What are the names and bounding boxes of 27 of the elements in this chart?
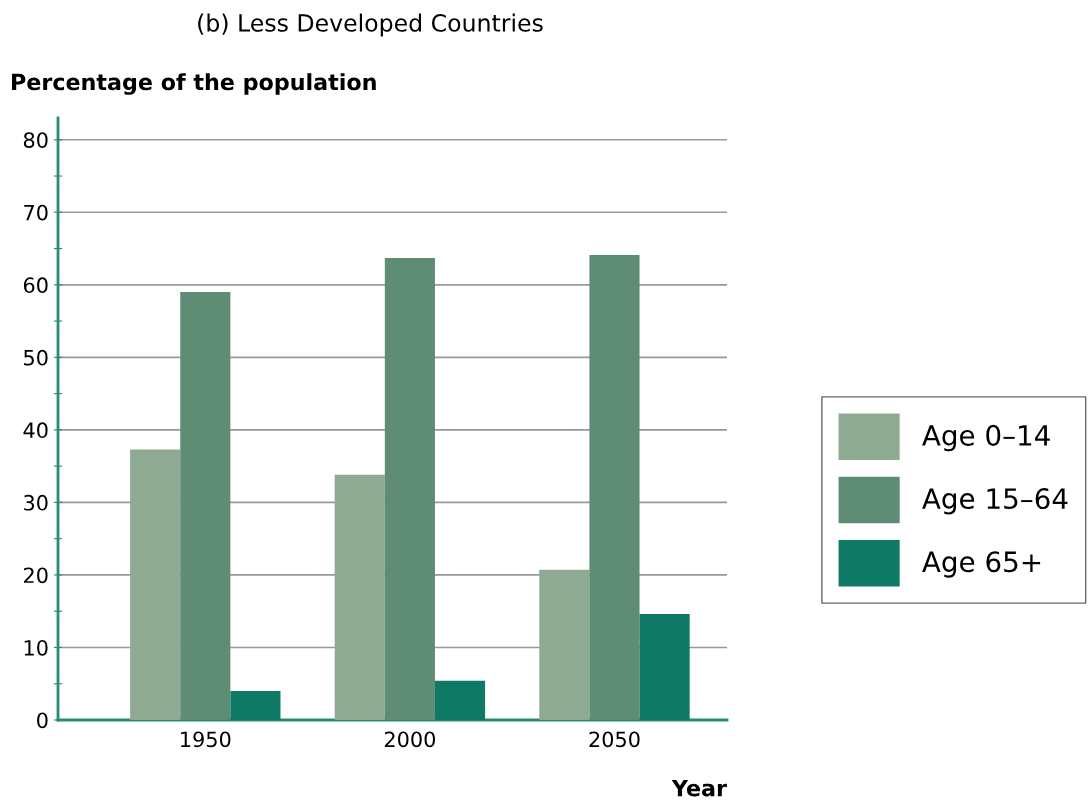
legend-label: Age 0–14	[922, 424, 1050, 452]
y-tick-label: 10	[24, 639, 48, 656]
bar	[384, 257, 435, 720]
y-tick-label: 0	[37, 712, 48, 729]
y-tick-label: 60	[23, 277, 48, 294]
bar	[334, 474, 385, 720]
bar	[130, 449, 181, 720]
x-tick-label: 2050	[589, 731, 640, 748]
x-tick-label: 2000	[384, 731, 436, 748]
bar	[434, 680, 486, 720]
y-tick-label: 40	[23, 422, 48, 439]
y-tick-label: 20	[23, 567, 48, 584]
y-tick-label: 70	[24, 204, 48, 221]
chart-title: (b) Less Developed Countries	[198, 13, 543, 37]
bar	[589, 255, 640, 720]
bar	[639, 614, 690, 720]
legend-label: Age 65+	[922, 551, 1041, 578]
x-tick-label: 1950	[181, 731, 231, 748]
x-axis-title: Year	[671, 779, 727, 797]
y-axis-title: Percentage of the population	[12, 73, 376, 95]
y-tick-label: 50	[24, 349, 48, 366]
y-tick-label: 30	[24, 494, 48, 511]
bar	[230, 690, 281, 720]
bar	[539, 569, 590, 720]
legend-label: Age 15–64	[922, 488, 1068, 515]
y-tick-label: 80	[23, 132, 48, 148]
bar	[180, 292, 231, 720]
